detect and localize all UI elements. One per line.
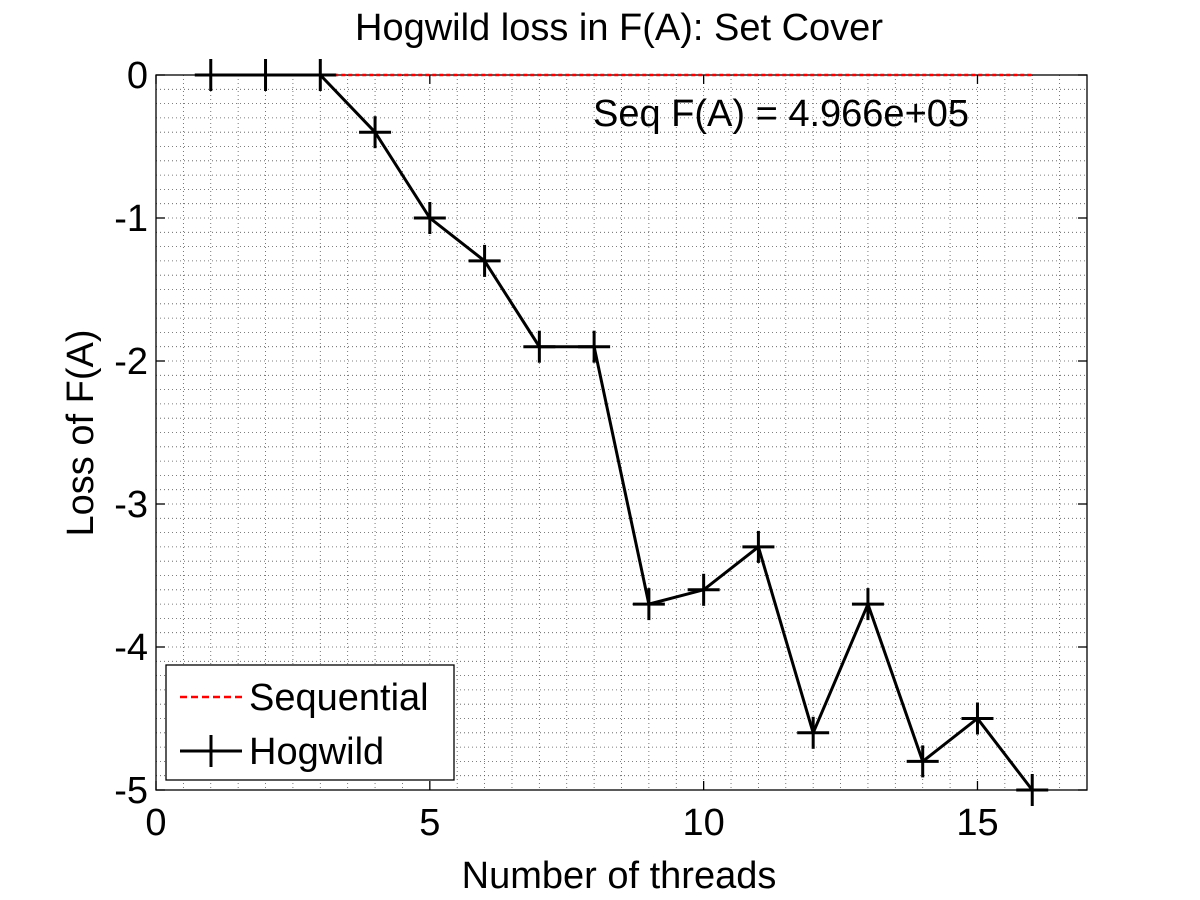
y-tick-label: -2: [114, 341, 148, 383]
x-tick-label: 10: [683, 802, 725, 844]
legend-hogwild-marker: [195, 735, 227, 767]
hogwild-point: [797, 716, 830, 749]
y-tick-label: -1: [114, 198, 148, 240]
series: [194, 59, 1049, 806]
hogwild-point: [632, 588, 665, 621]
hogwild-point: [413, 202, 446, 234]
hogwild-point: [468, 244, 501, 277]
hogwild-point: [523, 330, 556, 363]
hogwild-line: [210, 73, 1034, 791]
y-tick-label: -3: [114, 484, 148, 526]
y-axis-label: Loss of F(A): [60, 330, 102, 537]
hogwild-point: [194, 59, 227, 91]
hogwild-point: [249, 59, 282, 91]
hogwild-point: [851, 588, 884, 621]
hogwild-point: [304, 59, 337, 91]
hogwild-point: [906, 745, 939, 778]
sequential-value-annotation: Seq F(A) = 4.966e+05: [593, 93, 969, 135]
legend: Sequential Hogwild: [165, 664, 455, 781]
hogwild-point: [578, 330, 611, 363]
legend-box: [165, 664, 455, 781]
chart-title: Hogwild loss in F(A): Set Cover: [355, 7, 883, 49]
x-tick-label: 0: [145, 802, 166, 844]
y-tick-label: -5: [114, 770, 148, 812]
x-axis-label: Number of threads: [462, 855, 777, 897]
x-tick-label: 15: [956, 802, 998, 844]
y-tick-label: -4: [114, 627, 148, 669]
legend-sequential-label: Sequential: [249, 677, 429, 719]
axis-ticks: 0 5 10 15 0 -1 -2 -3 -4 -5: [114, 55, 1087, 844]
y-tick-label: 0: [127, 55, 148, 97]
hogwild-point: [1016, 774, 1049, 806]
hogwild-point: [687, 573, 720, 606]
hogwild-point: [961, 702, 994, 735]
x-tick-label: 5: [419, 802, 440, 844]
legend-hogwild-label: Hogwild: [249, 731, 384, 773]
hogwild-point: [742, 530, 775, 563]
hogwild-point: [359, 116, 392, 149]
